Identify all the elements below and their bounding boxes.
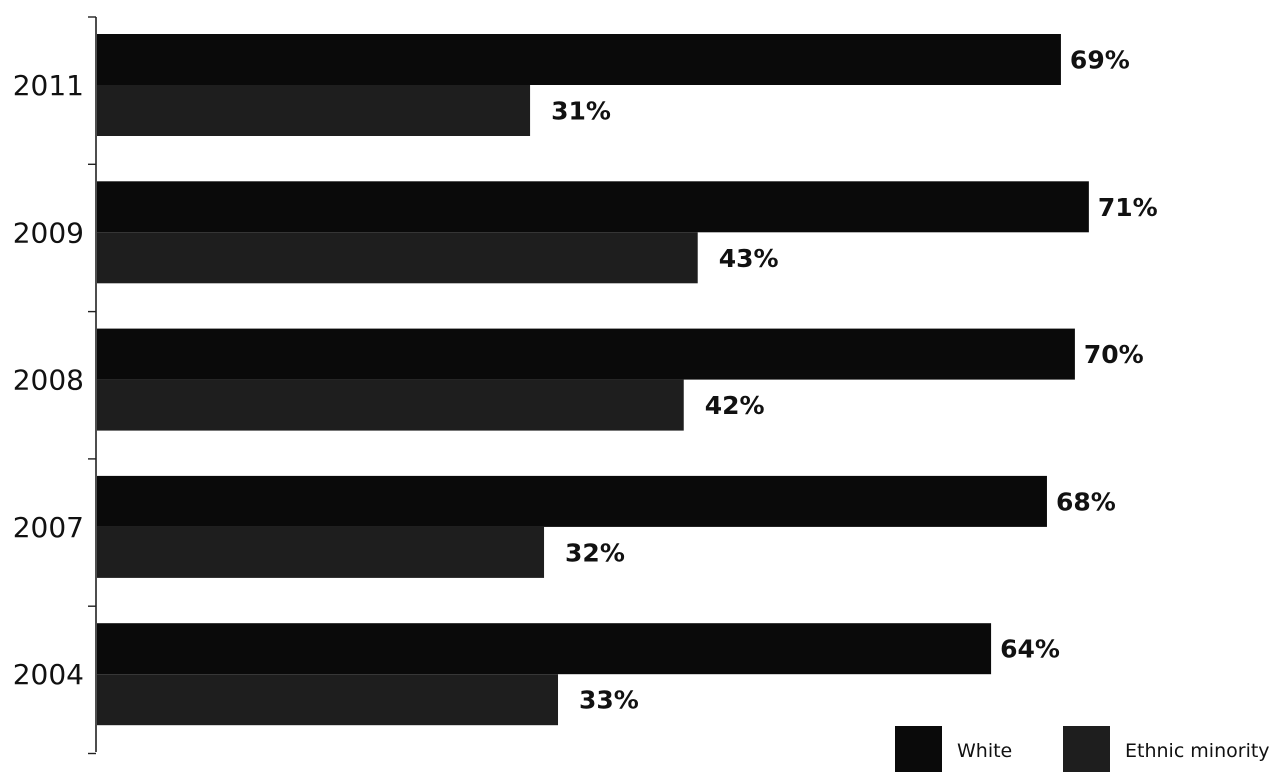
y-tick-label-2009: 2009 xyxy=(13,216,84,249)
data-label-white-2009: 71% xyxy=(1098,193,1158,222)
bar-white-2008 xyxy=(97,328,1075,380)
y-tick-label-2011: 2011 xyxy=(13,69,84,102)
legend-swatch-white xyxy=(895,726,942,772)
y-tick-labels: 2011 2009 2008 2007 2004 xyxy=(13,69,84,691)
y-axis xyxy=(88,16,97,755)
bar-white-2004 xyxy=(97,623,992,675)
y-tick-label-2007: 2007 xyxy=(13,511,84,544)
data-label-ethnic-minority-2011: 31% xyxy=(551,97,611,126)
bar-white-2009 xyxy=(97,181,1089,233)
legend-label-white: White xyxy=(957,740,1012,762)
y-tick-label-2008: 2008 xyxy=(13,364,84,397)
bar-ethnic-minority-2007 xyxy=(97,526,545,578)
bars xyxy=(97,34,1089,726)
data-label-ethnic-minority-2007: 32% xyxy=(565,538,625,567)
y-tick-label-2004: 2004 xyxy=(13,658,84,691)
legend: White Ethnic minority xyxy=(895,726,1270,772)
data-label-ethnic-minority-2008: 42% xyxy=(705,391,765,420)
data-labels: 69% 31% 71% 43% 70% 42% 68% 32% 64% 33% xyxy=(551,46,1158,715)
legend-swatch-ethnic-minority xyxy=(1063,726,1110,772)
data-label-ethnic-minority-2004: 33% xyxy=(579,686,639,715)
data-label-ethnic-minority-2009: 43% xyxy=(719,244,779,273)
bar-white-2011 xyxy=(97,34,1061,85)
data-label-white-2007: 68% xyxy=(1056,487,1116,516)
bar-ethnic-minority-2009 xyxy=(97,232,698,284)
bar-ethnic-minority-2011 xyxy=(97,85,531,136)
bar-ethnic-minority-2008 xyxy=(97,379,684,431)
data-label-white-2004: 64% xyxy=(1000,635,1060,664)
data-label-white-2011: 69% xyxy=(1070,46,1130,75)
bar-ethnic-minority-2004 xyxy=(97,674,559,726)
data-label-white-2008: 70% xyxy=(1084,340,1144,369)
bar-white-2007 xyxy=(97,475,1047,527)
legend-label-ethnic-minority: Ethnic minority xyxy=(1125,740,1270,762)
